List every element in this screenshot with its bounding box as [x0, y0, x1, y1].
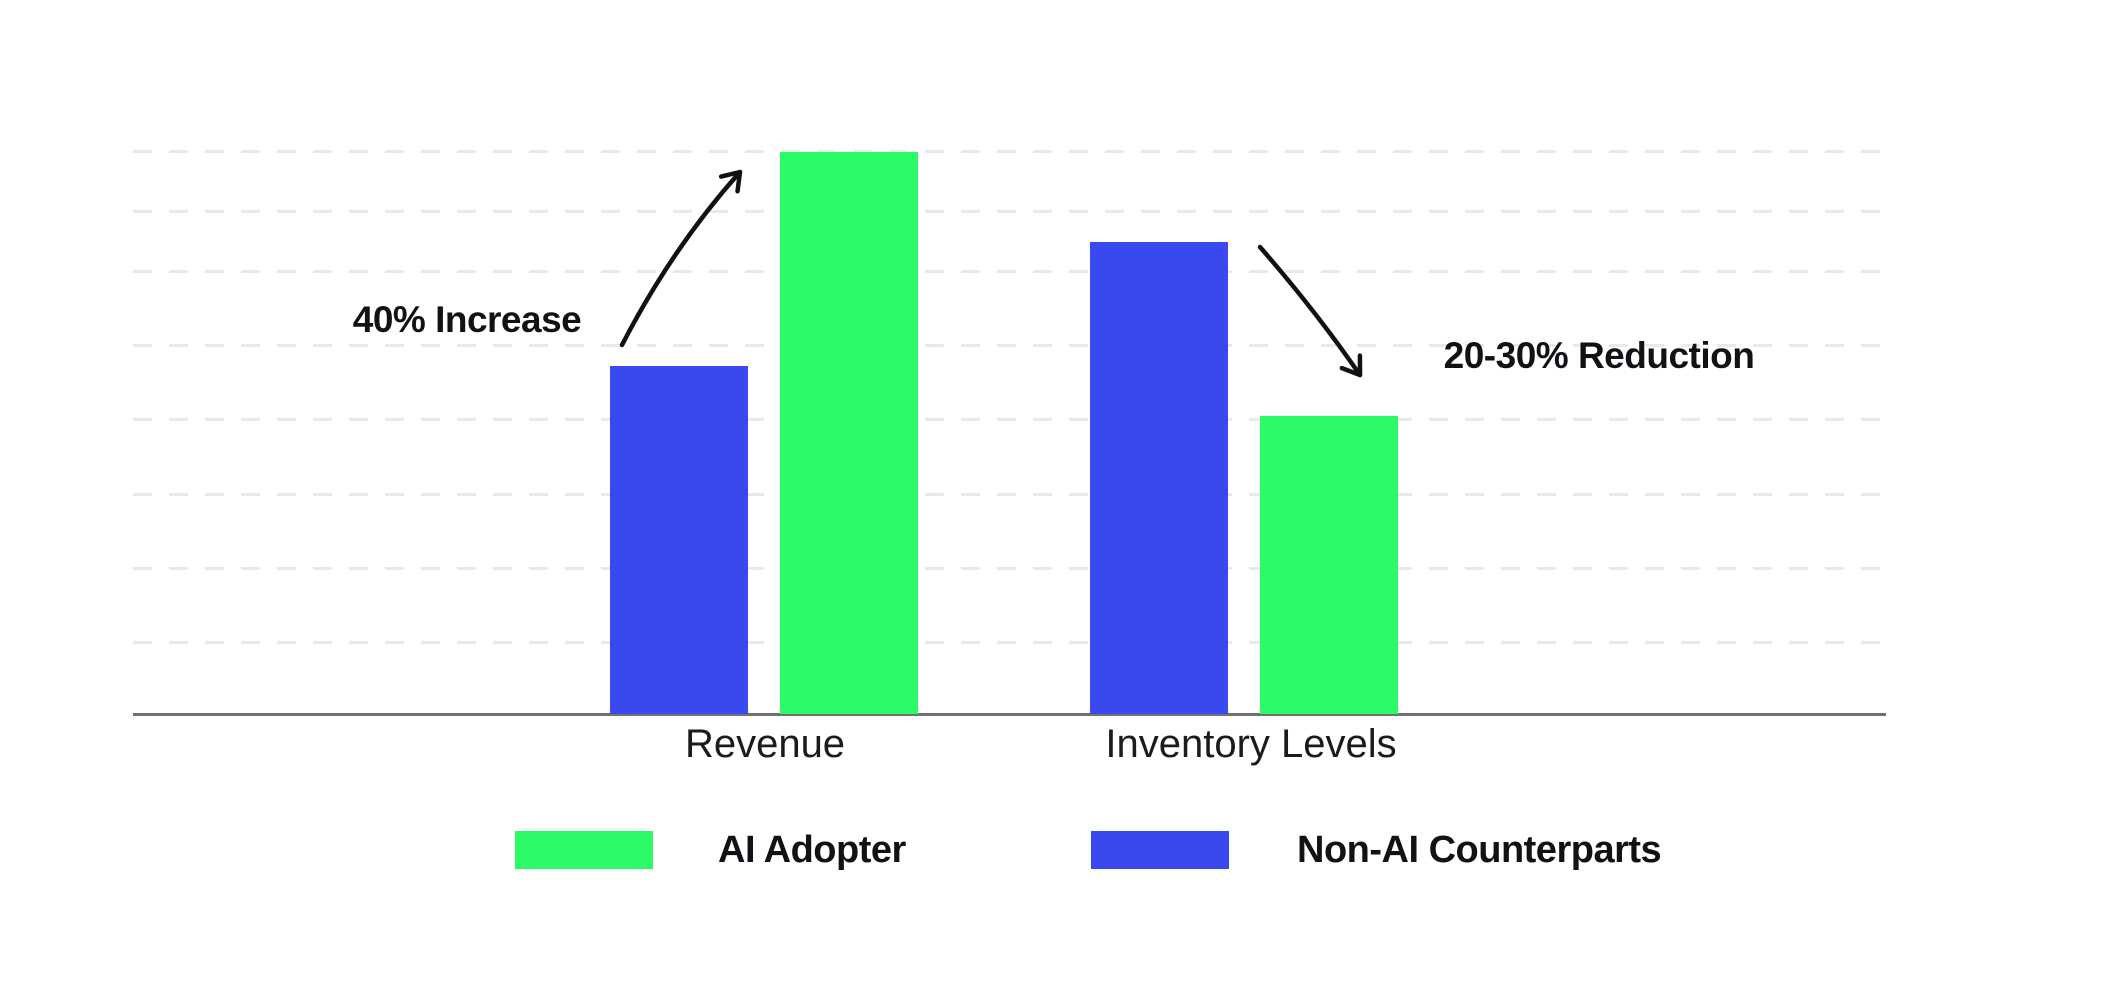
- legend-swatch-ai-adopter: [515, 831, 653, 869]
- gridline: [133, 418, 1886, 421]
- x-axis-line: [133, 713, 1886, 716]
- reduction-annotation: 20-30% Reduction: [1443, 335, 1755, 376]
- gridline: [133, 210, 1886, 213]
- legend-label-ai-adopter: AI Adopter: [718, 829, 906, 871]
- bar-inventory-levels-non-ai-counterparts: [1090, 241, 1228, 714]
- bar-inventory-levels-ai-adopter: [1260, 416, 1398, 714]
- gridline: [133, 641, 1886, 644]
- gridline: [133, 567, 1886, 570]
- gridline: [133, 270, 1886, 273]
- bar-revenue-ai-adopter: [780, 152, 918, 714]
- increase-arrow-icon: [619, 169, 743, 348]
- bar-revenue-non-ai-counterparts: [610, 365, 748, 714]
- decrease-arrow-icon: [1257, 244, 1363, 378]
- axis-label-revenue: Revenue: [684, 722, 846, 766]
- gridline: [133, 150, 1886, 153]
- axis-label-inventory-levels: Inventory Levels: [1105, 722, 1397, 766]
- legend-swatch-non-ai-counterparts: [1091, 831, 1229, 869]
- increase-annotation: 40% Increase: [352, 299, 582, 340]
- gridline: [133, 344, 1886, 347]
- gridline: [133, 493, 1886, 496]
- legend-label-non-ai-counterparts: Non-AI Counterparts: [1297, 829, 1662, 871]
